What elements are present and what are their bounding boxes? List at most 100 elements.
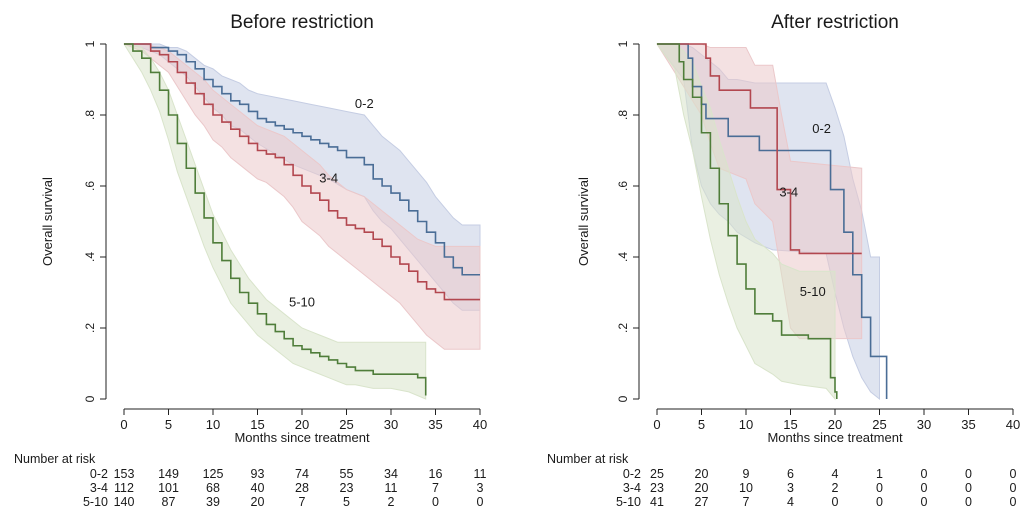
risk-count: 0: [876, 495, 883, 509]
risk-count: 23: [340, 481, 354, 495]
risk-count: 0: [876, 481, 883, 495]
y-tick-label: .4: [616, 252, 630, 262]
series-label: 0-2: [812, 121, 831, 136]
x-tick-label: 40: [473, 417, 487, 432]
risk-count: 0: [1010, 495, 1017, 509]
risk-count: 0: [432, 495, 439, 509]
risk-table-title: Number at risk: [14, 452, 96, 466]
risk-row-label: 5-10: [83, 495, 108, 509]
y-tick-label: .8: [83, 110, 97, 120]
x-tick-label: 25: [339, 417, 353, 432]
risk-count: 6: [787, 467, 794, 481]
risk-count: 27: [695, 495, 709, 509]
y-axis-label: Overall survival: [576, 177, 591, 266]
risk-count: 0: [965, 495, 972, 509]
x-axis-label: Months since treatment: [767, 430, 903, 445]
series-label: 5-10: [289, 295, 315, 310]
risk-count: 28: [295, 481, 309, 495]
risk-count: 93: [251, 467, 265, 481]
risk-row-label: 0-2: [623, 467, 641, 481]
risk-count: 0: [921, 495, 928, 509]
risk-count: 39: [206, 495, 220, 509]
x-tick-label: 0: [120, 417, 127, 432]
risk-count: 140: [114, 495, 135, 509]
x-tick-label: 5: [698, 417, 705, 432]
chart-panel-before: Before restriction 0 .2 .4 .6 .8 1 Overall surv…: [14, 12, 487, 509]
risk-count: 4: [787, 495, 794, 509]
x-tick-label: 10: [206, 417, 220, 432]
risk-row-label: 5-10: [616, 495, 641, 509]
y-tick-label: .6: [616, 181, 630, 191]
y-tick-label: .6: [83, 181, 97, 191]
risk-count: 20: [251, 495, 265, 509]
x-tick-label: 0: [653, 417, 660, 432]
risk-count: 7: [743, 495, 750, 509]
risk-count: 125: [203, 467, 224, 481]
risk-count: 112: [114, 481, 134, 495]
series-label: 5-10: [800, 284, 826, 299]
risk-count: 0: [921, 481, 928, 495]
risk-count: 87: [162, 495, 176, 509]
risk-count: 11: [474, 467, 487, 481]
risk-count: 10: [739, 481, 753, 495]
risk-count: 0: [921, 467, 928, 481]
risk-count: 0: [1010, 467, 1017, 481]
risk-count: 1: [876, 467, 883, 481]
risk-count: 7: [299, 495, 306, 509]
survival-line: [124, 43, 480, 301]
series-label: 3-4: [319, 170, 338, 185]
chart-title: After restriction: [771, 12, 899, 33]
x-tick-label: 10: [739, 417, 753, 432]
x-tick-label: 15: [250, 417, 264, 432]
risk-count: 0: [1010, 481, 1017, 495]
risk-count: 0: [965, 481, 972, 495]
x-tick-label: 40: [1006, 417, 1020, 432]
risk-count: 41: [650, 495, 664, 509]
survival-line: [124, 43, 480, 276]
risk-row-label: 0-2: [90, 467, 108, 481]
risk-count: 20: [695, 467, 709, 481]
risk-count: 40: [251, 481, 265, 495]
risk-count: 68: [206, 481, 220, 495]
x-tick-label: 25: [872, 417, 886, 432]
y-tick-label: 0: [83, 395, 97, 402]
x-tick-label: 20: [295, 417, 309, 432]
survival-line: [657, 43, 838, 399]
risk-row-label: 3-4: [90, 481, 108, 495]
chart-panel-after: After restriction 0 .2 .4 .6 .8 1 Overall survi…: [547, 12, 1020, 509]
y-axis-label: Overall survival: [40, 177, 55, 266]
x-tick-label: 20: [828, 417, 842, 432]
risk-count: 7: [432, 481, 439, 495]
risk-count: 11: [385, 481, 398, 495]
risk-count: 3: [787, 481, 794, 495]
x-tick-label: 15: [783, 417, 797, 432]
risk-count: 101: [158, 481, 179, 495]
x-tick-label: 5: [165, 417, 172, 432]
risk-count: 0: [832, 495, 839, 509]
risk-count: 25: [650, 467, 664, 481]
y-tick-label: .8: [616, 110, 630, 120]
risk-row-label: 3-4: [623, 481, 641, 495]
chart-title: Before restriction: [230, 12, 374, 33]
risk-count: 4: [832, 467, 839, 481]
y-tick-label: .2: [83, 323, 97, 333]
confidence-band: [123, 43, 481, 350]
risk-count: 34: [384, 467, 398, 481]
risk-count: 20: [695, 481, 709, 495]
survival-line: [124, 43, 427, 396]
risk-count: 0: [965, 467, 972, 481]
risk-count: 55: [340, 467, 354, 481]
risk-count: 149: [158, 467, 179, 481]
risk-count: 5: [343, 495, 350, 509]
y-tick-label: 0: [616, 395, 630, 402]
y-tick-label: .2: [616, 323, 630, 333]
risk-count: 74: [295, 467, 309, 481]
risk-count: 9: [743, 467, 750, 481]
series-label: 0-2: [355, 96, 374, 111]
risk-count: 16: [429, 467, 443, 481]
y-tick-label: 1: [616, 40, 630, 47]
x-tick-label: 30: [917, 417, 931, 432]
risk-table-title: Number at risk: [547, 452, 629, 466]
